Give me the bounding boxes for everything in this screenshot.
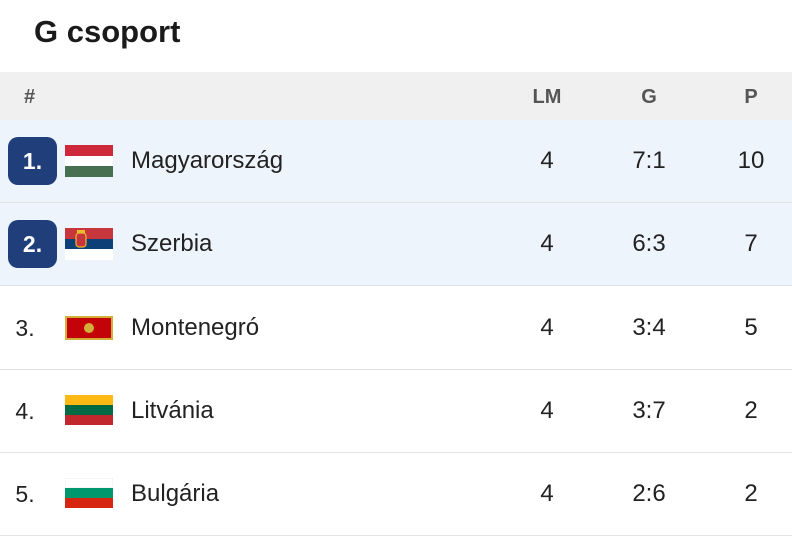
- goals: 6:3: [632, 230, 666, 257]
- rank: 3.: [15, 315, 35, 341]
- played: 4: [540, 147, 554, 174]
- table-row[interactable]: 1. Magyarország 4 7:1 10: [0, 120, 792, 203]
- header-rank: #: [24, 86, 36, 108]
- goals: 3:7: [632, 397, 666, 424]
- played: 4: [540, 397, 554, 424]
- team-name: Szerbia: [131, 230, 213, 257]
- played: 4: [540, 230, 554, 257]
- table-row[interactable]: 2. Szerbia 4 6:3 7: [0, 203, 792, 286]
- played: 4: [540, 314, 554, 341]
- team-name: Magyarország: [131, 147, 284, 174]
- flag: [65, 228, 113, 260]
- points: 2: [744, 397, 758, 424]
- points: 7: [744, 230, 758, 257]
- header-points: P: [744, 86, 758, 108]
- rank: 5.: [15, 481, 35, 507]
- table-header: # LM G P: [0, 72, 792, 120]
- played: 4: [540, 480, 554, 507]
- rank: 1.: [8, 137, 57, 185]
- points: 2: [744, 480, 758, 507]
- goals: 2:6: [632, 480, 666, 507]
- flag: [65, 316, 113, 340]
- header-goals: G: [641, 86, 657, 108]
- header-played: LM: [532, 86, 562, 108]
- flag: [65, 478, 113, 508]
- points: 5: [744, 314, 758, 341]
- flag: [65, 395, 113, 425]
- group-title: G csoport: [34, 14, 181, 49]
- team-name: Montenegró: [131, 314, 260, 341]
- table-row[interactable]: 4. Litvánia 4 3:7 2: [0, 370, 792, 453]
- table-row[interactable]: 3. Montenegró 4 3:4 5: [0, 287, 792, 370]
- goals: 3:4: [632, 314, 666, 341]
- goals: 7:1: [632, 147, 666, 174]
- team-name: Litvánia: [131, 397, 214, 424]
- flag: [65, 145, 113, 177]
- team-name: Bulgária: [131, 480, 220, 507]
- table-row[interactable]: 5. Bulgária 4 2:6 2: [0, 453, 792, 536]
- points: 10: [737, 147, 765, 174]
- rank: 2.: [8, 220, 57, 268]
- rank: 4.: [15, 398, 35, 424]
